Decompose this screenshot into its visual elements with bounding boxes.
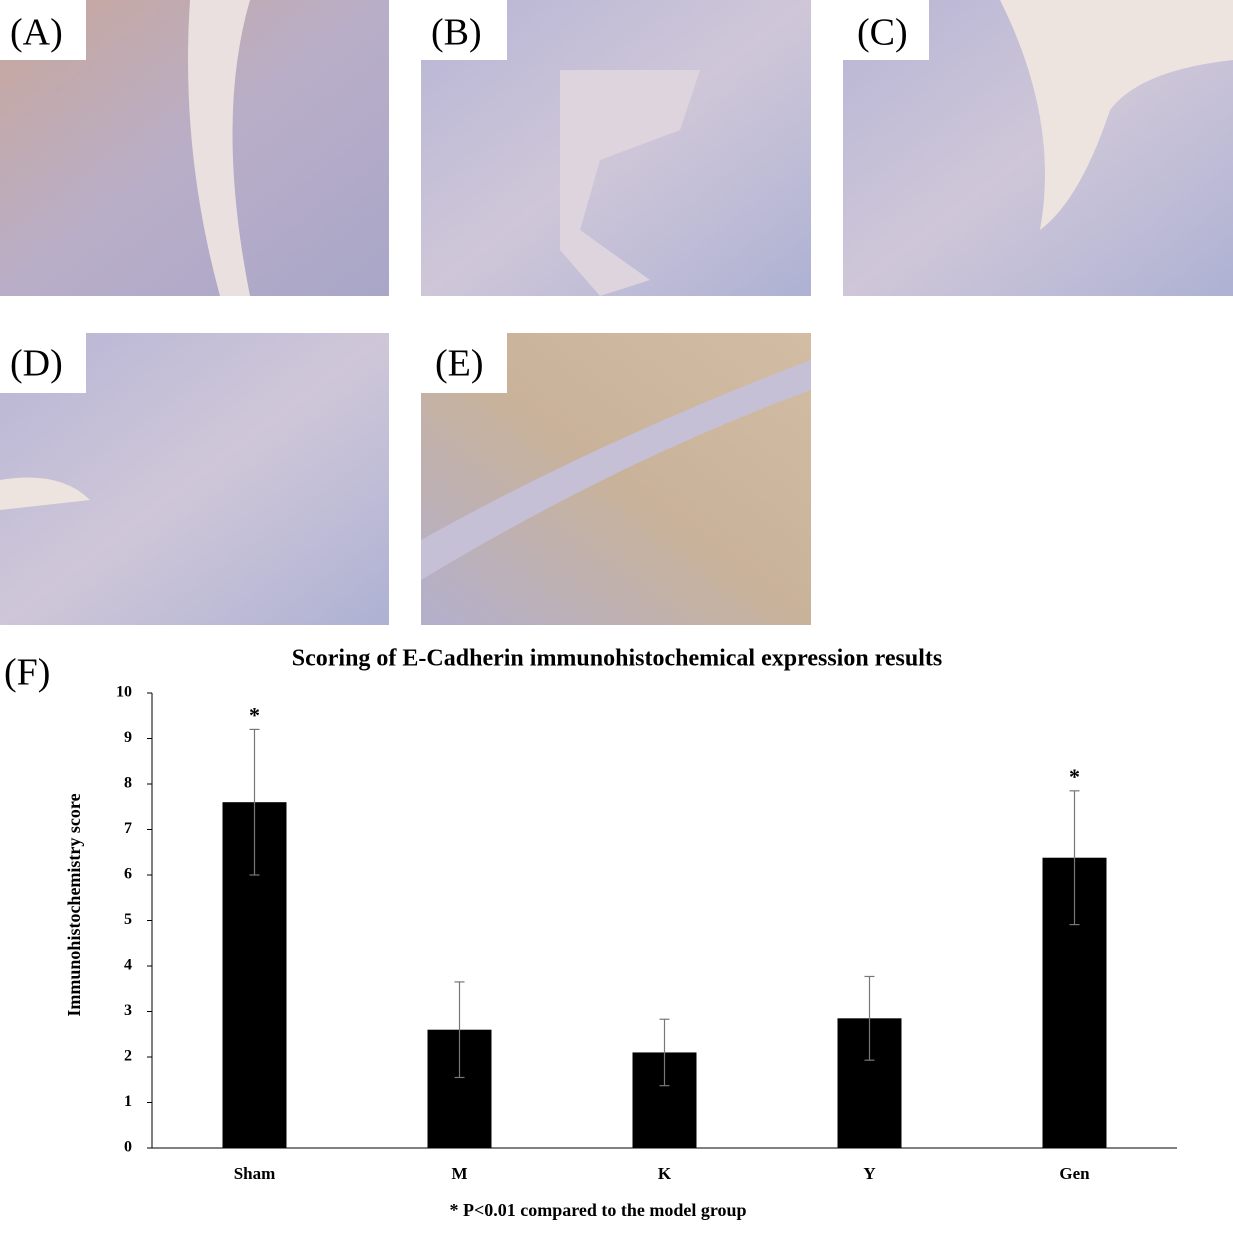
x-tick-label: Gen [1059, 1164, 1090, 1183]
y-tick-label: 7 [124, 820, 132, 837]
panel-label: (D) [10, 343, 63, 385]
lumen [560, 70, 700, 296]
y-tick-label: 5 [124, 911, 132, 928]
x-tick-label: Y [863, 1164, 875, 1183]
panel-label: (C) [857, 12, 908, 54]
y-tick-label: 9 [124, 729, 132, 746]
y-tick-label: 10 [116, 684, 132, 701]
tissue-band [421, 360, 811, 580]
panel-label: (A) [10, 12, 63, 54]
y-tick-label: 3 [124, 1002, 132, 1019]
plot: 0 1 2 3 4 5 6 7 8 9 10 Sham * M K Y Gen * [116, 684, 1177, 1183]
footnote: * P<0.01 compared to the model group [449, 1200, 746, 1220]
y-tick-label: 2 [124, 1048, 132, 1065]
label-box [843, 0, 929, 60]
label-box [0, 0, 86, 60]
significance-mark: * [1069, 764, 1080, 789]
panel-label: (B) [431, 12, 482, 54]
x-tick-label: Sham [234, 1164, 276, 1183]
panel-label: (E) [435, 343, 484, 385]
lumen [1000, 0, 1233, 230]
y-tick-label: 1 [124, 1093, 132, 1110]
label-box [421, 0, 507, 60]
x-tick-label: M [451, 1164, 467, 1183]
y-tick-label: 0 [124, 1139, 132, 1156]
y-tick-label: 6 [124, 866, 132, 883]
x-tick-label: K [658, 1164, 672, 1183]
label-box [421, 333, 507, 393]
chart-title: Scoring of E-Cadherin immunohistochemica… [292, 646, 942, 672]
label-box [0, 333, 86, 393]
micrograph-panels: (A) (B) (C) (D) (E) (F) [0, 0, 1233, 694]
panel-label: (F) [4, 652, 50, 694]
y-tick-label: 8 [124, 775, 132, 792]
lumen [0, 477, 90, 510]
y-axis-label: Immunohistochemistry score [64, 793, 84, 1016]
lumen [188, 0, 250, 296]
significance-mark: * [249, 702, 260, 727]
y-tick-label: 4 [124, 957, 132, 974]
